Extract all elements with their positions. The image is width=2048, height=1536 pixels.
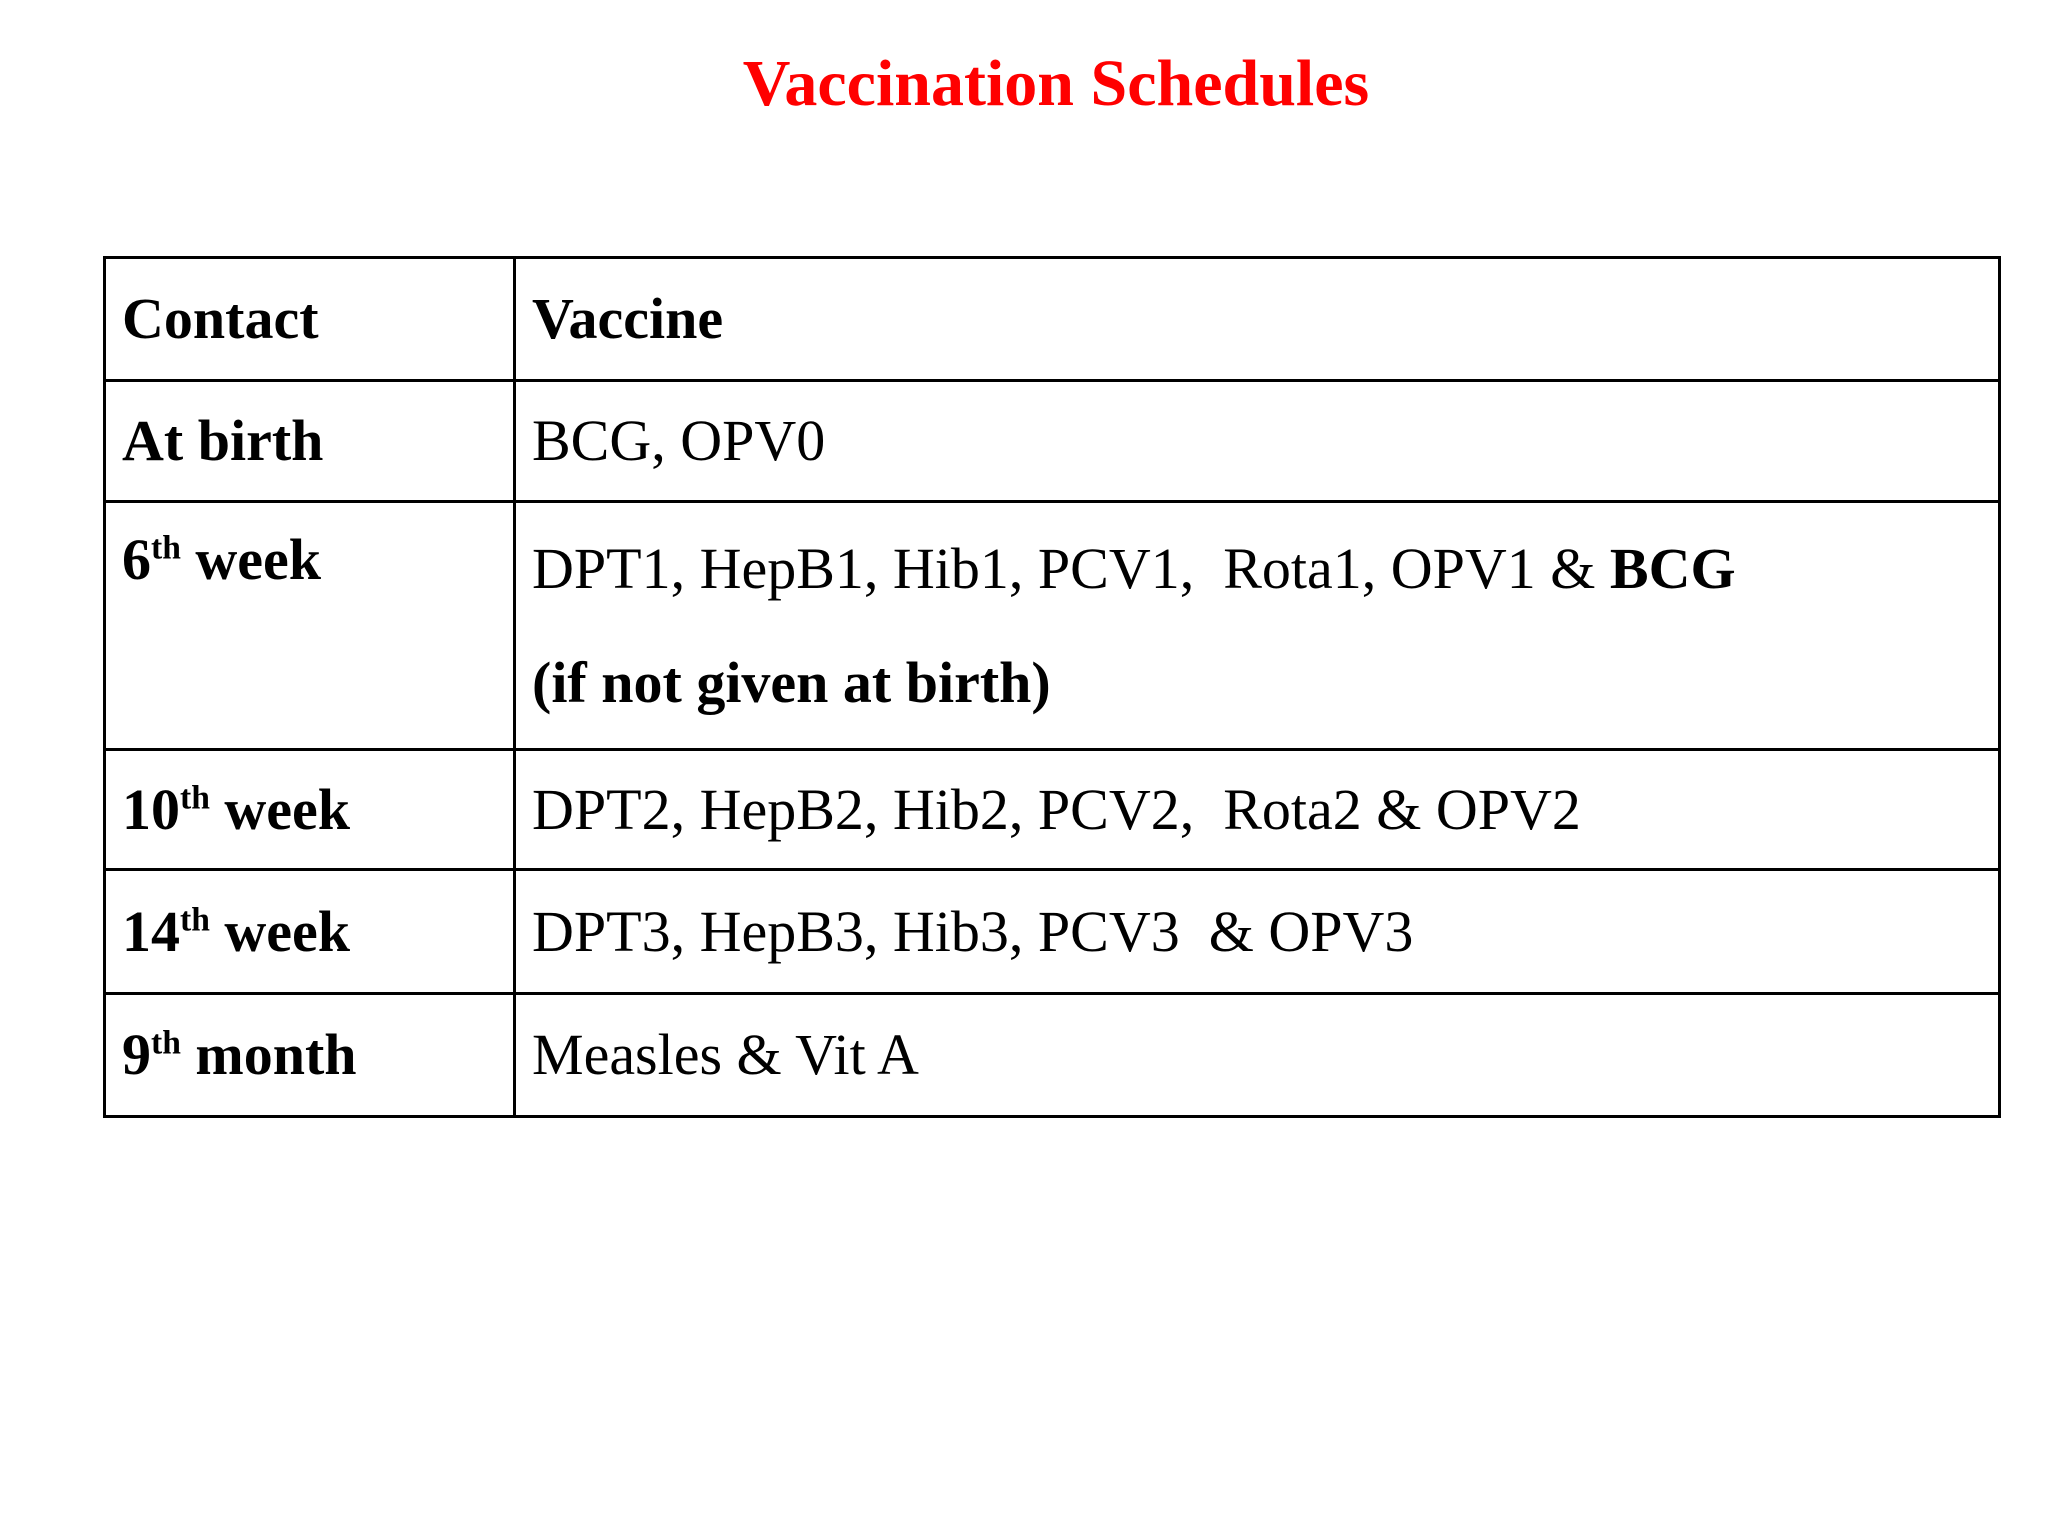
vaccine-line: DPT2, HepB2, Hib2, PCV2, Rota2 & OPV2 (532, 753, 1982, 866)
vaccine-cell: DPT3, HepB3, Hib3, PCV3 & OPV3 (513, 868, 2001, 995)
contact-superscript: th (180, 779, 210, 817)
contact-text-suffix: week (209, 776, 351, 842)
vaccine-line: DPT3, HepB3, Hib3, PCV3 & OPV3 (532, 875, 1982, 988)
vaccine-line: Measles & Vit A (532, 998, 1982, 1111)
table-row-at-birth: At birth BCG, OPV0 (103, 379, 2001, 503)
vaccine-line: BCG, OPV0 (532, 384, 1982, 497)
vaccination-schedule-table: Contact Vaccine At birth BCG, OPV0 6th w… (103, 256, 2001, 1118)
vaccine-note-line: (if not given at birth) (532, 649, 1051, 715)
contact-text-suffix: month (180, 1022, 357, 1088)
vaccine-text: Measles & Vit A (532, 1022, 919, 1088)
contact-cell: 14th week (103, 868, 516, 995)
vaccine-text: DPT1, HepB1, Hib1, PCV1, Rota1, OPV1 & (532, 536, 1610, 602)
vaccine-text: BCG, OPV0 (532, 408, 826, 474)
vaccine-text: DPT2, HepB2, Hib2, PCV2, Rota2 & OPV2 (532, 776, 1581, 842)
contact-text: 6 (122, 527, 151, 592)
vaccine-cell: BCG, OPV0 (513, 379, 2001, 503)
table-header-row: Contact Vaccine (103, 256, 2001, 382)
contact-superscript: th (151, 529, 181, 567)
contact-superscript: th (180, 901, 210, 939)
contact-text-suffix: week (209, 898, 351, 964)
contact-cell: 6th week (103, 500, 516, 751)
vaccine-cell: Measles & Vit A (513, 992, 2001, 1118)
contact-text: 10 (122, 776, 180, 842)
vaccine-bold-text: BCG (1609, 536, 1736, 602)
table-row-9th-month: 9th month Measles & Vit A (103, 992, 2001, 1118)
contact-text: At birth (122, 408, 324, 474)
vaccine-text: DPT3, HepB3, Hib3, PCV3 & OPV3 (532, 898, 1414, 964)
contact-cell: 10th week (103, 748, 516, 871)
vaccine-line: DPT1, HepB1, Hib1, PCV1, Rota1, OPV1 & B… (532, 512, 1982, 625)
table-row-10th-week: 10th week DPT2, HepB2, Hib2, PCV2, Rota2… (103, 748, 2001, 871)
contact-superscript: th (151, 1025, 181, 1063)
table-row-14th-week: 14th week DPT3, HepB3, Hib3, PCV3 & OPV3 (103, 868, 2001, 995)
contact-text: 9 (122, 1022, 151, 1088)
header-cell-vaccine: Vaccine (513, 256, 2001, 382)
table-row-6th-week: 6th week DPT1, HepB1, Hib1, PCV1, Rota1,… (103, 500, 2001, 751)
header-cell-contact: Contact (103, 256, 516, 382)
vaccine-cell: DPT1, HepB1, Hib1, PCV1, Rota1, OPV1 & B… (513, 500, 2001, 751)
contact-text: 14 (122, 898, 180, 964)
contact-cell: 9th month (103, 992, 516, 1118)
page-title: Vaccination Schedules (742, 47, 1370, 120)
contact-cell: At birth (103, 379, 516, 503)
contact-text-suffix: week (180, 527, 322, 592)
vaccine-cell: DPT2, HepB2, Hib2, PCV2, Rota2 & OPV2 (513, 748, 2001, 871)
